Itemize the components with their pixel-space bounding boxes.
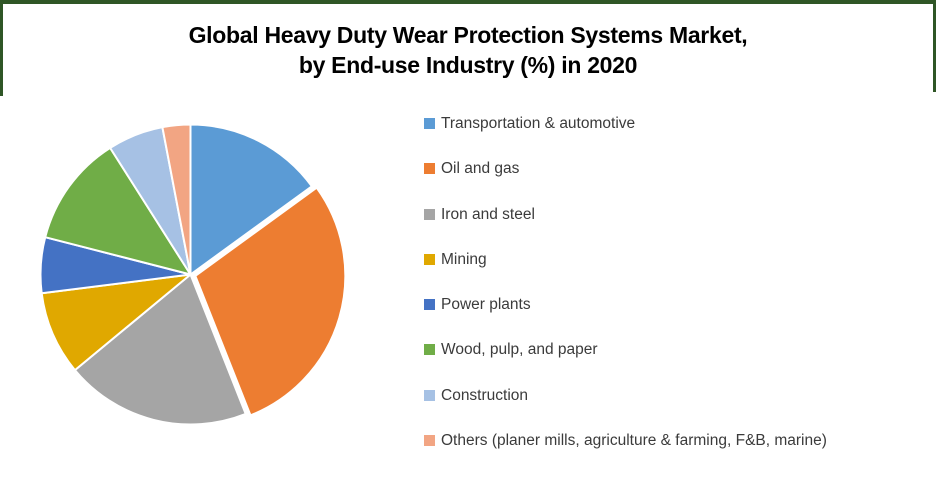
legend: Transportation & automotive Oil and gas Ir… [424,114,827,450]
legend-item: Wood, pulp, and paper [424,340,827,359]
legend-item: Oil and gas [424,159,827,178]
legend-item: Transportation & automotive [424,114,827,133]
legend-swatch-icon [424,208,435,220]
legend-item: Power plants [424,295,827,314]
frame-border-right [933,0,936,92]
legend-swatch-icon [424,389,435,401]
legend-label: Mining [441,250,487,268]
legend-swatch-icon [424,299,435,311]
legend-label: Wood, pulp, and paper [441,341,598,359]
legend-item: Construction [424,386,827,405]
legend-label: Power plants [441,296,531,314]
pie-slice-3 [40,273,192,372]
pie-slice-0 [189,123,313,276]
legend-item: Others (planer mills, agriculture & farm… [424,431,827,450]
pie-slice-7 [161,123,192,276]
page-title-line2: by End-use Industry (%) in 2020 [298,52,638,78]
pie-chart-svg [39,123,347,426]
legend-swatch-icon [424,118,435,129]
pie-slice-2 [73,273,247,426]
pie-chart [0,94,381,454]
legend-item: Mining [424,250,827,269]
legend-label: Others (planer mills, agriculture & farm… [441,432,827,450]
frame-border-top [0,0,936,4]
legend-label: Oil and gas [441,160,520,178]
page-title: Global Heavy Duty Wear Protection System… [0,20,936,80]
legend-label: Construction [441,386,529,404]
legend-label: Iron and steel [441,205,535,223]
page-title-line1: Global Heavy Duty Wear Protection System… [188,22,748,48]
frame-border-left [0,0,3,96]
legend-swatch-icon [424,344,435,356]
legend-item: Iron and steel [424,205,827,224]
legend-swatch-icon [424,253,435,265]
legend-swatch-icon [424,435,435,447]
legend-label: Transportation & automotive [441,115,636,132]
legend-swatch-icon [424,163,435,175]
pie-slice-1 [194,186,347,417]
pie-slice-5 [44,146,192,276]
